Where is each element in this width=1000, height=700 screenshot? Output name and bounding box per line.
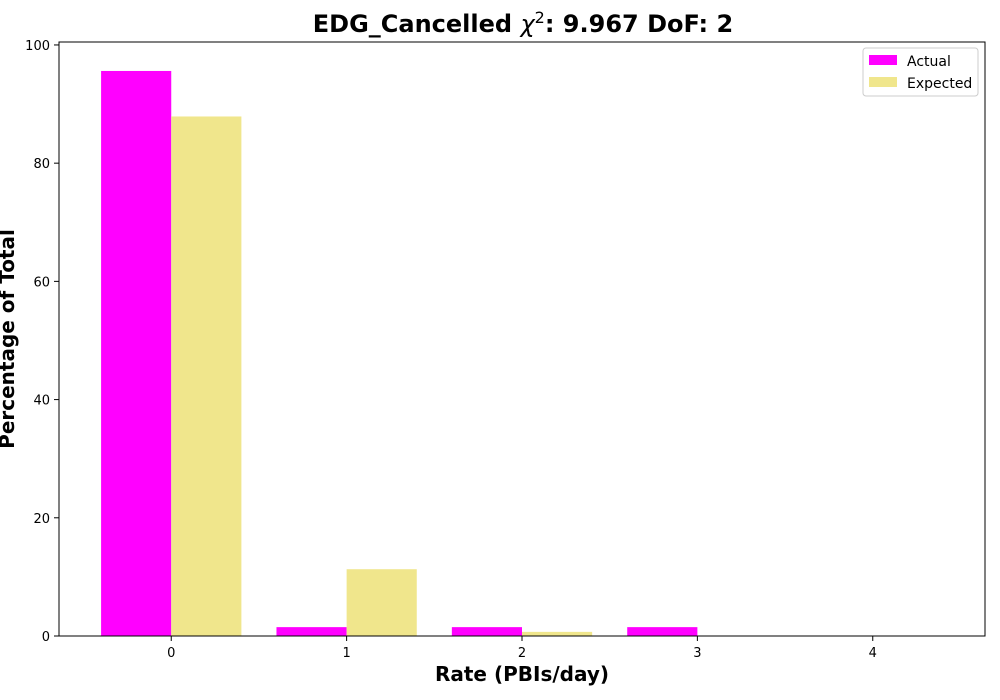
x-axis-title: Rate (PBIs/day) [435,662,609,686]
y-tick-label: 0 [42,630,50,645]
chart-title: EDG_Cancelled χ2: 9.967 DoF: 2 [313,8,733,39]
bars-group [101,70,698,637]
legend: Actual Expected [862,47,979,97]
y-axis-ticks: 0 20 40 60 80 100 [25,39,59,645]
bar-actual-0 [101,70,172,637]
bar-expected-1 [346,569,417,636]
chart-title-chi: χ [518,10,535,38]
chart-title-suffix: : 9.967 DoF: 2 [545,10,733,38]
x-tick-label: 2 [518,646,526,661]
legend-swatch-expected [869,77,897,87]
legend-label-actual: Actual [907,54,951,70]
bar-expected-0 [171,116,242,637]
y-tick-label: 80 [33,157,50,172]
bar-expected-2 [522,631,593,636]
chart-title-sup: 2 [535,8,545,27]
y-tick-label: 40 [33,394,50,409]
y-tick-label: 60 [33,275,50,290]
y-axis-title: Percentage of Total [0,229,19,449]
y-tick-label: 20 [33,512,50,527]
bar-actual-2 [451,627,522,636]
x-tick-label: 1 [342,646,350,661]
plot-frame [58,41,986,637]
chart-title-prefix: EDG_Cancelled [313,10,521,38]
x-tick-label: 0 [167,646,175,661]
x-axis-ticks: 0 1 2 3 4 [167,636,877,661]
y-tick-label: 100 [25,39,50,54]
x-tick-label: 4 [869,646,877,661]
x-tick-label: 3 [693,646,701,661]
bar-actual-3 [627,627,698,636]
legend-swatch-actual [869,55,897,65]
legend-label-expected: Expected [907,76,972,92]
bar-actual-1 [276,627,347,636]
